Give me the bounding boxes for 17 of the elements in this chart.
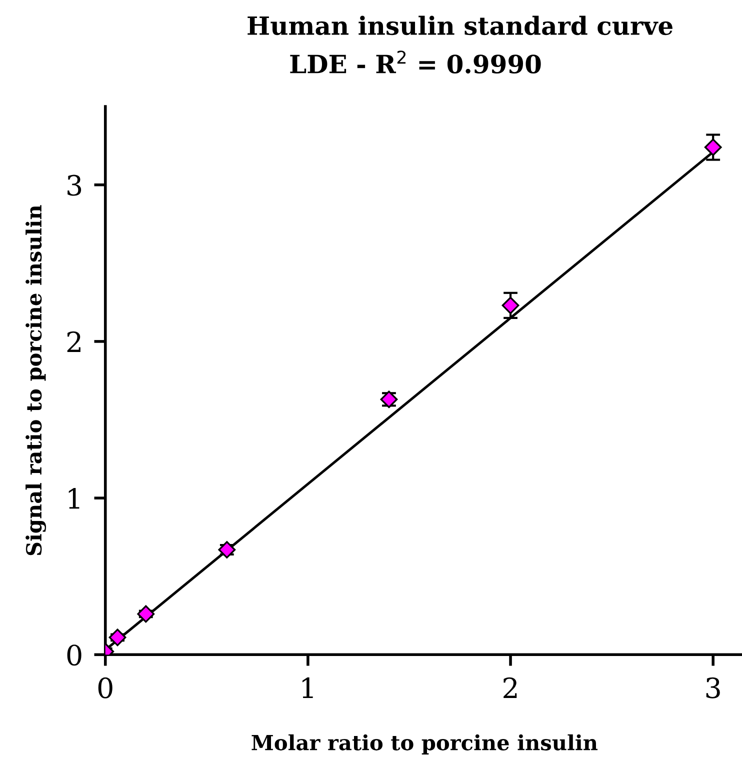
y-tick-label: 2 (67, 331, 80, 352)
chart-subtitle: LDE - R$^{2}$ = 0.9990 (290, 50, 541, 74)
x-tick-label: 3 (706, 677, 720, 698)
point (704, 138, 722, 156)
x-tick-label: 2 (504, 677, 517, 698)
y-axis-title: Signal ratio to porcine insulin (26, 205, 46, 556)
y-tick-label: 3 (68, 174, 82, 196)
point (218, 541, 236, 558)
point (137, 605, 155, 623)
chart-title: Human insulin standard curve (248, 16, 672, 36)
x-axis-title: Molar ratio to porcine insulin (252, 734, 598, 754)
y-tick-label: 0 (67, 644, 82, 666)
point (108, 628, 126, 646)
y-tick-label: 1 (68, 488, 80, 509)
x-tick-label: 0 (98, 677, 112, 698)
x-tick-label: 1 (302, 677, 313, 698)
point (502, 296, 520, 314)
